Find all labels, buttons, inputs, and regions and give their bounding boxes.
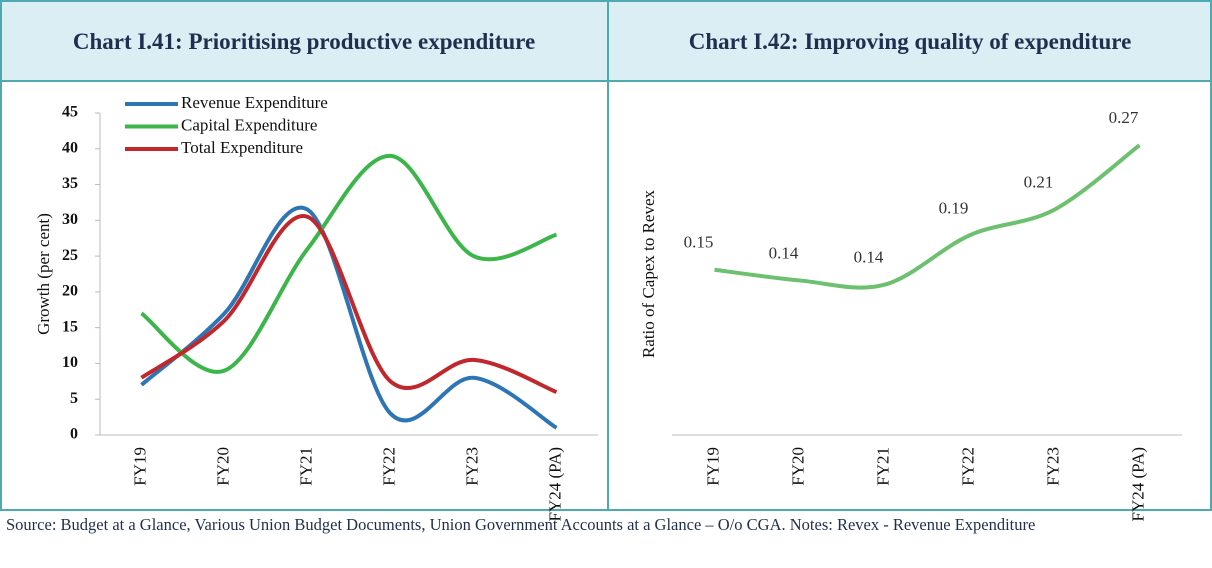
legend-label: Revenue Expenditure: [181, 93, 328, 112]
y-tick-label: 15: [62, 318, 78, 335]
data-label: 0.14: [854, 248, 884, 267]
y-tick-label: 25: [62, 247, 78, 264]
series-line: [140, 214, 558, 394]
y-tick-label: 5: [70, 390, 78, 407]
data-label: 0.27: [1109, 108, 1139, 127]
data-label: 0.19: [939, 198, 969, 217]
legend-label: Total Expenditure: [181, 138, 303, 157]
y-tick-label: 30: [62, 211, 78, 228]
x-tick-label: FY19: [130, 447, 149, 486]
y-tick-label: 45: [62, 104, 78, 121]
chart-title: Chart I.41: Prioritising productive expe…: [72, 28, 536, 54]
x-tick-label: FY24 (PA): [1128, 447, 1147, 521]
x-tick-label: FY22: [958, 447, 977, 486]
y-tick-label: 20: [62, 283, 78, 300]
series-line: [714, 143, 1141, 290]
y-tick-label: 35: [62, 175, 78, 192]
y-axis-title: Growth (per cent): [34, 213, 53, 335]
data-label: 0.21: [1024, 173, 1054, 192]
y-tick-label: 0: [70, 426, 78, 443]
x-tick-label: FY20: [213, 447, 232, 486]
x-tick-label: FY21: [873, 447, 892, 486]
series-line: [140, 153, 558, 374]
legend-label: Capital Expenditure: [181, 115, 317, 134]
data-label: 0.15: [684, 233, 714, 252]
x-tick-label: FY24 (PA): [545, 447, 564, 521]
frame: [0, 0, 1212, 511]
y-tick-label: 40: [62, 139, 78, 156]
x-tick-label: FY19: [703, 447, 722, 486]
footer-note: Source: Budget at a Glance, Various Unio…: [6, 515, 1036, 534]
y-tick-label: 10: [62, 354, 78, 371]
y-axis-title: Ratio of Capex to Revex: [639, 189, 658, 358]
data-label: 0.14: [769, 243, 799, 262]
x-tick-label: FY22: [379, 447, 398, 486]
x-tick-label: FY23: [1043, 447, 1062, 486]
x-tick-label: FY21: [296, 447, 315, 486]
chart-title: Chart I.42: Improving quality of expendi…: [688, 28, 1132, 54]
x-tick-label: FY23: [462, 447, 481, 486]
header-band: [1, 1, 1211, 81]
x-tick-label: FY20: [788, 447, 807, 486]
series-line: [140, 205, 558, 430]
